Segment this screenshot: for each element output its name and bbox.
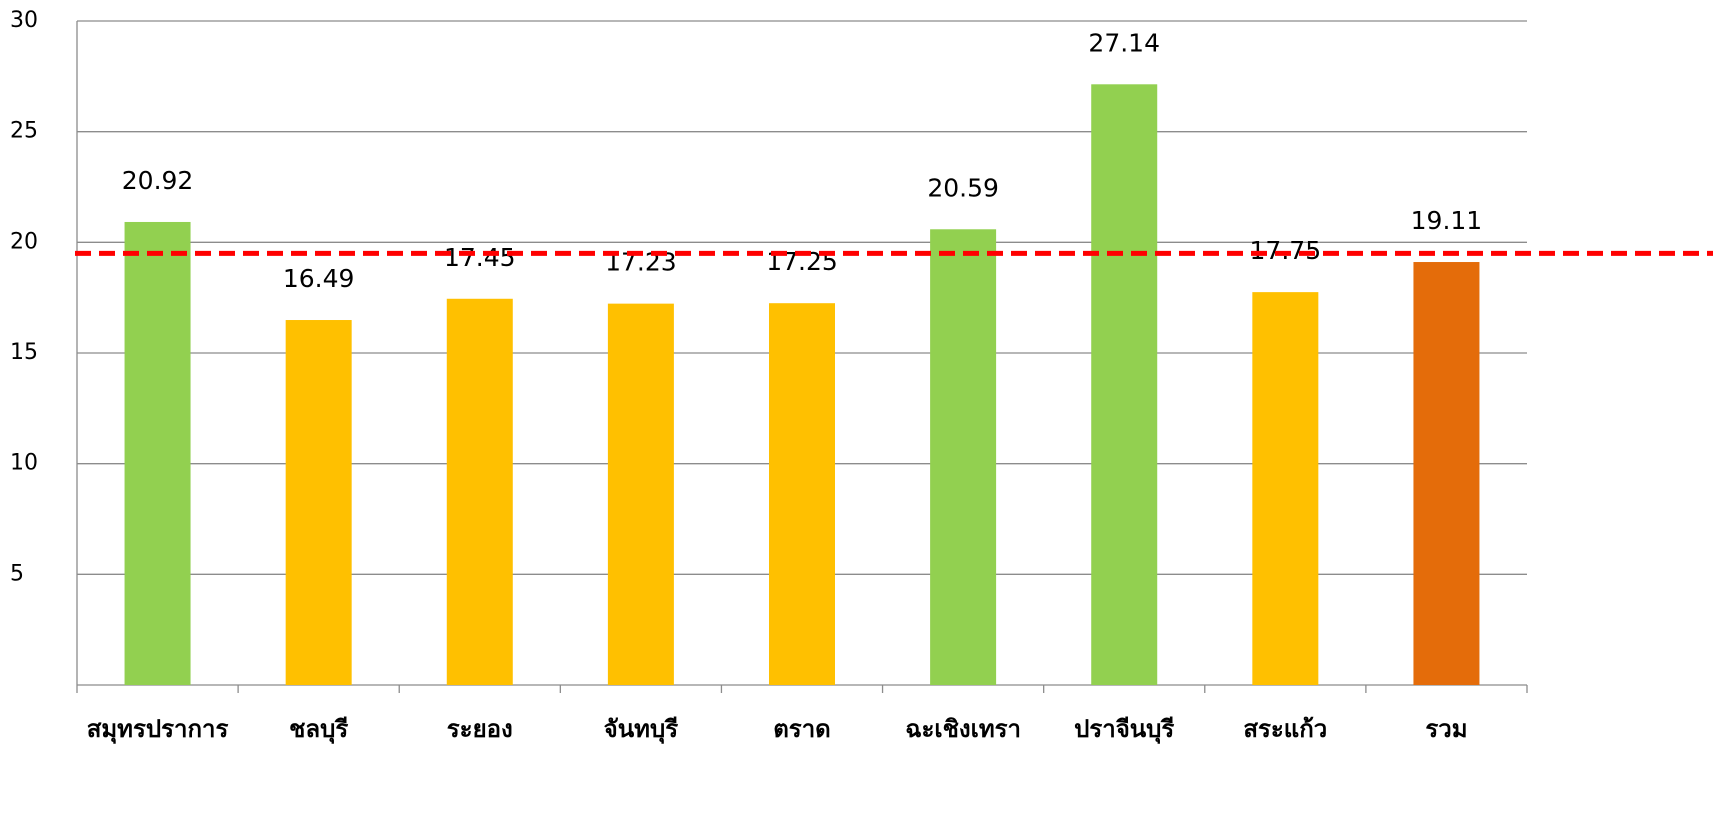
value-label: 19.11 bbox=[1411, 206, 1483, 235]
value-label: 17.75 bbox=[1250, 236, 1322, 265]
y-tick-label: 20 bbox=[10, 229, 38, 254]
bar bbox=[930, 229, 996, 685]
x-tick-label: รวม bbox=[1425, 715, 1467, 743]
y-tick-label: 30 bbox=[10, 8, 38, 33]
value-label: 17.45 bbox=[444, 243, 516, 272]
x-tick-label: ตราด bbox=[773, 715, 831, 743]
y-tick-label: 25 bbox=[10, 119, 38, 144]
value-label: 20.92 bbox=[122, 166, 194, 195]
bar bbox=[125, 222, 191, 685]
x-tick-label: สระแก้ว bbox=[1243, 715, 1327, 743]
value-label: 27.14 bbox=[1088, 28, 1160, 57]
bar bbox=[286, 320, 352, 685]
value-label: 16.49 bbox=[283, 264, 355, 293]
y-tick-label: 10 bbox=[10, 451, 38, 476]
x-tick-label: ระยอง bbox=[447, 715, 513, 743]
bar bbox=[608, 304, 674, 685]
bar bbox=[1252, 292, 1318, 685]
x-tick-label: จันทบุรี bbox=[604, 715, 679, 745]
chart: 5 10 15 20 25 30 สมุทรปราการ 20.92 ชลบุรี 16.49 ระ… bbox=[0, 0, 1713, 819]
x-tick-label: ปราจีนบุรี bbox=[1074, 715, 1174, 745]
bar bbox=[1413, 262, 1479, 685]
x-tick-label: สมุทรปราการ bbox=[87, 715, 229, 745]
y-tick-label: 15 bbox=[10, 340, 38, 365]
bar bbox=[769, 303, 835, 685]
y-tick-label: 5 bbox=[10, 561, 24, 586]
x-tick-label: ชลบุรี bbox=[289, 715, 348, 745]
bar bbox=[447, 299, 513, 685]
x-tick-label: ฉะเชิงเทรา bbox=[905, 715, 1021, 743]
bar bbox=[1091, 84, 1157, 685]
value-label: 20.59 bbox=[927, 173, 999, 202]
